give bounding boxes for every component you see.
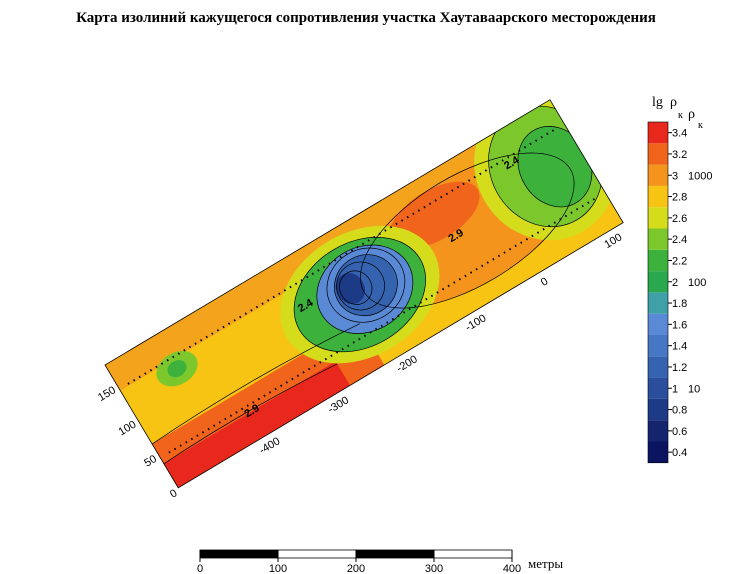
tick-label: 1.2 — [672, 362, 687, 374]
color-band — [648, 292, 668, 314]
color-band — [648, 377, 668, 399]
tick-label: 3.2 — [672, 149, 687, 161]
color-band — [648, 185, 668, 208]
scale-segment — [433, 549, 513, 559]
scale-label: 400 — [503, 563, 521, 574]
tick-label: 1.6 — [672, 319, 687, 331]
scale-label: 100 — [269, 563, 287, 574]
tick-label: 2.4 — [672, 234, 687, 246]
tick-label: 2.6 — [672, 213, 687, 225]
scale-label: 0 — [197, 563, 203, 574]
color-band — [648, 228, 668, 250]
tick-label: 1.8 — [672, 298, 687, 310]
tick-label: 2.8 — [672, 192, 687, 204]
legend-rho: ρ — [688, 107, 695, 122]
tick-label: 3 — [672, 170, 678, 182]
side-tick-label: 100 — [117, 419, 139, 439]
color-band — [648, 122, 668, 144]
rho-label: 1000 — [688, 170, 712, 182]
title: Карта изолиний кажущегося сопротивления … — [76, 10, 656, 26]
color-band — [648, 398, 668, 421]
side-tick-label: 50 — [142, 453, 159, 470]
legend-sub: к — [678, 110, 683, 121]
scale-segment — [199, 549, 279, 559]
color-band — [648, 356, 668, 378]
color-band — [648, 164, 668, 186]
scale-segment — [355, 549, 435, 559]
colorbar-frame — [647, 121, 669, 464]
side-tick-label: 0 — [168, 487, 179, 500]
rho-label: 10 — [688, 383, 700, 395]
tick-label: 0.6 — [672, 426, 687, 438]
tick-label: 0.8 — [672, 405, 687, 417]
scale-label: 300 — [425, 563, 443, 574]
tick-label: 3.4 — [672, 128, 687, 140]
rho-label: 100 — [688, 277, 706, 289]
map: 050100150-400-300-200-10001002.92.42.92.… — [96, 99, 624, 501]
tick-label: 1.4 — [672, 341, 687, 353]
color-band — [648, 420, 668, 442]
tick-label: 0.4 — [672, 447, 687, 459]
scale-label: 200 — [347, 563, 365, 574]
color-band — [648, 335, 668, 357]
along-tick-label: 0 — [539, 275, 550, 288]
scale-unit: метры — [528, 556, 563, 571]
along-tick-label: 100 — [602, 231, 624, 251]
legend-lg: lg — [652, 95, 663, 110]
tick-label: 2.2 — [672, 255, 687, 267]
legend-sub: к — [698, 120, 703, 131]
color-band — [648, 143, 668, 165]
side-tick-label: 150 — [96, 384, 118, 404]
color-band — [648, 207, 668, 229]
legend-rho: ρ — [670, 95, 677, 110]
color-band — [648, 441, 668, 463]
tick-label: 1 — [672, 383, 678, 395]
color-band — [648, 249, 668, 272]
scale-segment — [277, 549, 357, 559]
color-band — [648, 271, 668, 293]
tick-label: 2 — [672, 277, 678, 289]
color-band — [648, 313, 668, 335]
